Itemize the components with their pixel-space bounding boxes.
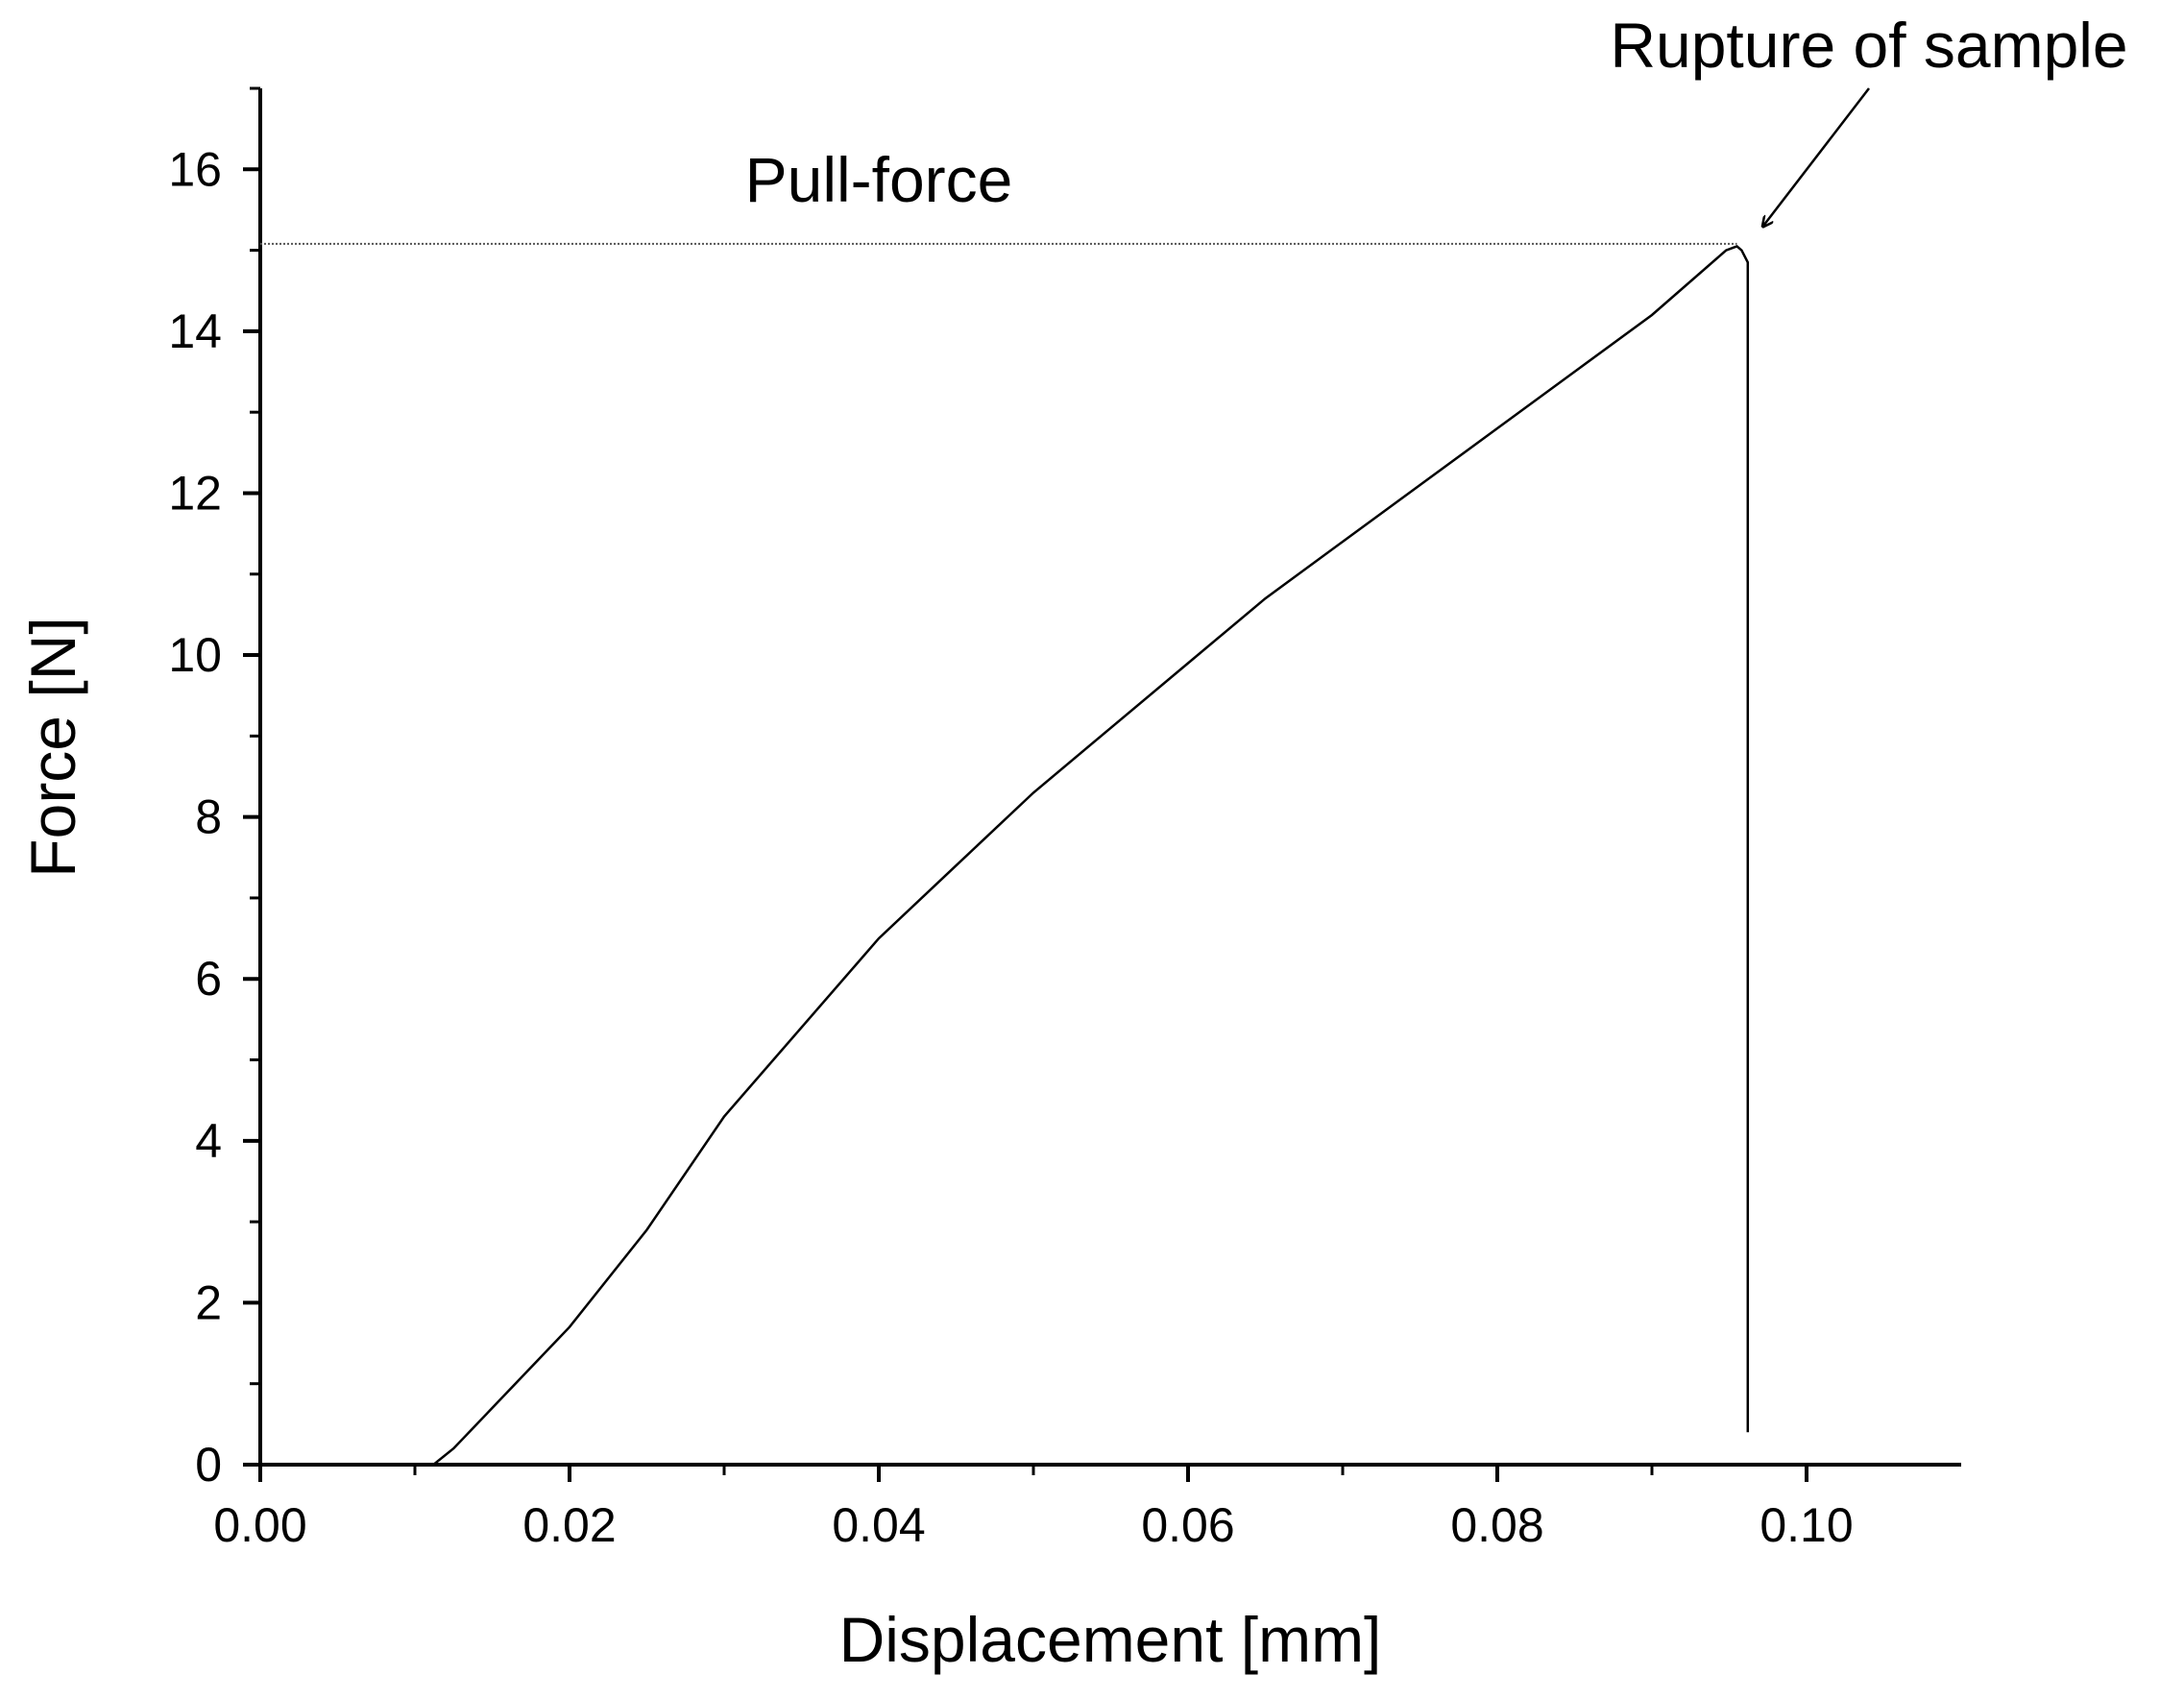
y-tick-label: 0 bbox=[195, 1438, 222, 1492]
x-tick-label: 0.00 bbox=[213, 1498, 306, 1552]
y-tick-label: 14 bbox=[168, 304, 222, 358]
x-axis-label: Displacement [mm] bbox=[839, 1604, 1382, 1675]
rupture-arrow bbox=[1763, 87, 1870, 226]
x-ticks: 0.00 0.02 0.04 0.06 0.08 0.10 bbox=[213, 1465, 1854, 1552]
y-tick-label: 2 bbox=[195, 1275, 222, 1329]
x-tick-label: 0.08 bbox=[1450, 1498, 1543, 1552]
rupture-annotation: Rupture of sample bbox=[1610, 10, 2127, 81]
y-tick-label: 6 bbox=[195, 952, 222, 1006]
y-axis-label: Force [N] bbox=[17, 617, 88, 877]
y-tick-label: 10 bbox=[168, 628, 222, 682]
x-tick-label: 0.10 bbox=[1759, 1498, 1853, 1552]
x-tick-label: 0.02 bbox=[522, 1498, 616, 1552]
y-tick-label: 8 bbox=[195, 790, 222, 844]
y-tick-label: 12 bbox=[168, 466, 222, 520]
axes bbox=[258, 88, 1961, 1467]
y-tick-label: 16 bbox=[168, 142, 222, 196]
y-tick-label: 4 bbox=[195, 1114, 222, 1168]
pull-force-annotation: Pull-force bbox=[745, 144, 1013, 215]
x-tick-label: 0.04 bbox=[832, 1498, 925, 1552]
force-displacement-series-line bbox=[260, 244, 1750, 1467]
x-tick-label: 0.06 bbox=[1141, 1498, 1234, 1552]
y-ticks: 0 2 4 6 8 10 12 14 16 bbox=[168, 86, 260, 1492]
